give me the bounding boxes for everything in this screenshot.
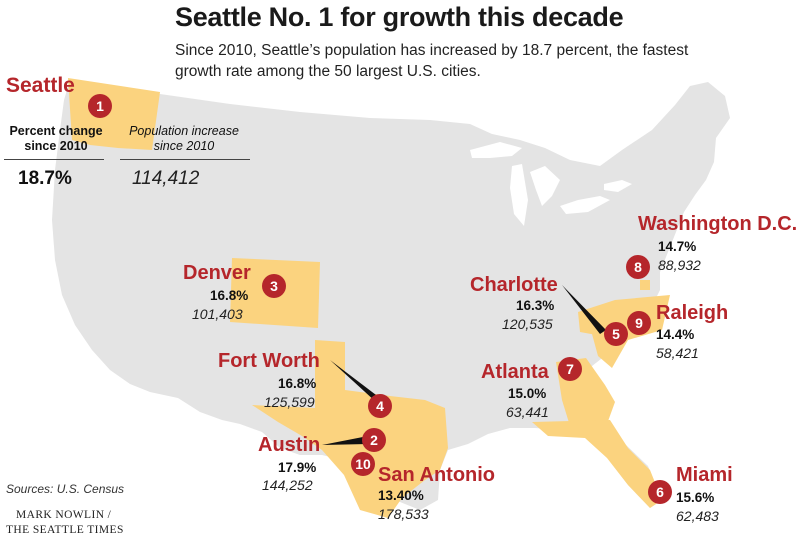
percent-raleigh: 14.4% [656,327,695,342]
city-name-denver: Denver [183,262,251,284]
increase-fort-worth: 125,599 [264,394,315,410]
city-name-austin: Austin [258,434,321,456]
percent-charlotte: 16.3% [516,298,555,313]
rank-badge-1: 1 [88,94,112,118]
fort-worth-pointer [330,360,380,402]
increase-miami: 62,483 [676,508,719,524]
credit-line-1: MARK NOWLIN / [16,509,112,521]
city-name-charlotte: Charlotte [470,274,558,296]
state-washington [68,78,160,150]
increase-washington-dc: 88,932 [658,257,701,273]
percent-fort-worth: 16.8% [278,376,317,391]
great-lakes [470,142,632,226]
city-name-atlanta: Atlanta [481,361,549,383]
rank-badge-8: 8 [626,255,650,279]
source-note: Sources: U.S. Census [6,482,125,496]
percent-austin: 17.9% [278,460,317,475]
legend-population-value: 114,412 [132,168,200,189]
legend-percent-value: 18.7% [18,168,72,189]
rank-badge-9: 9 [627,311,651,335]
increase-charlotte: 120,535 [502,316,553,332]
city-name-san-antonio: San Antonio [378,464,496,486]
austin-pointer [322,436,368,445]
credit-line-2: THE SEATTLE TIMES [6,524,124,536]
state-texas [252,340,448,518]
city-name-miami: Miami [676,464,733,486]
percent-miami: 15.6% [676,490,715,505]
city-name-seattle: Seattle [6,74,75,97]
us-map-outline [52,80,730,510]
dc-marker [640,280,650,290]
rank-badge-4: 4 [368,394,392,418]
percent-atlanta: 15.0% [508,386,547,401]
percent-denver: 16.8% [210,288,249,303]
increase-denver: 101,403 [192,306,243,322]
page-title: Seattle No. 1 for growth this decade [175,2,624,32]
city-name-washington-dc: Washington D.C. [638,213,798,235]
increase-austin: 144,252 [262,477,313,493]
legend-divider-2 [120,159,250,160]
legend-header-population: Population increase since 2010 [129,124,239,153]
rank-badge-5: 5 [604,322,628,346]
city-name-raleigh: Raleigh [656,302,729,324]
rank-badge-2: 2 [362,428,386,452]
city-name-fort-worth: Fort Worth [218,350,320,372]
charlotte-pointer [562,285,606,334]
legend-divider-1 [4,159,104,160]
rank-badge-3: 3 [262,274,286,298]
percent-washington-dc: 14.7% [658,239,697,254]
rank-badge-7: 7 [558,357,582,381]
rank-badge-6: 6 [648,480,672,504]
rank-badge-10: 10 [351,452,375,476]
page-subtitle: Since 2010, Seattle’s population has inc… [175,42,689,80]
increase-atlanta: 63,441 [506,404,549,420]
state-florida [532,420,662,508]
legend-header-percent: Percent change since 2010 [9,124,103,153]
increase-raleigh: 58,421 [656,345,699,361]
increase-san-antonio: 178,533 [378,506,429,522]
percent-san-antonio: 13.40% [378,488,424,503]
